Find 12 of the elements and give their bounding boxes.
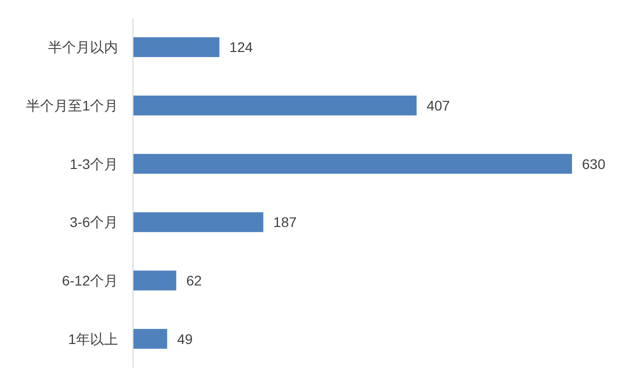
category-label: 半个月至1个月 [26, 98, 118, 114]
data-label: 630 [582, 156, 606, 172]
data-label: 124 [229, 39, 253, 56]
category-label: 半个月以内 [48, 39, 118, 56]
data-label: 407 [426, 98, 450, 114]
category-label: 1年以上 [68, 330, 118, 347]
data-label: 62 [186, 272, 202, 288]
data-label: 187 [273, 214, 297, 230]
category-label: 1-3个月 [70, 156, 118, 172]
category-label: 6-12个月 [62, 272, 118, 288]
data-label: 49 [177, 330, 193, 347]
category-label: 3-6个月 [70, 214, 118, 230]
